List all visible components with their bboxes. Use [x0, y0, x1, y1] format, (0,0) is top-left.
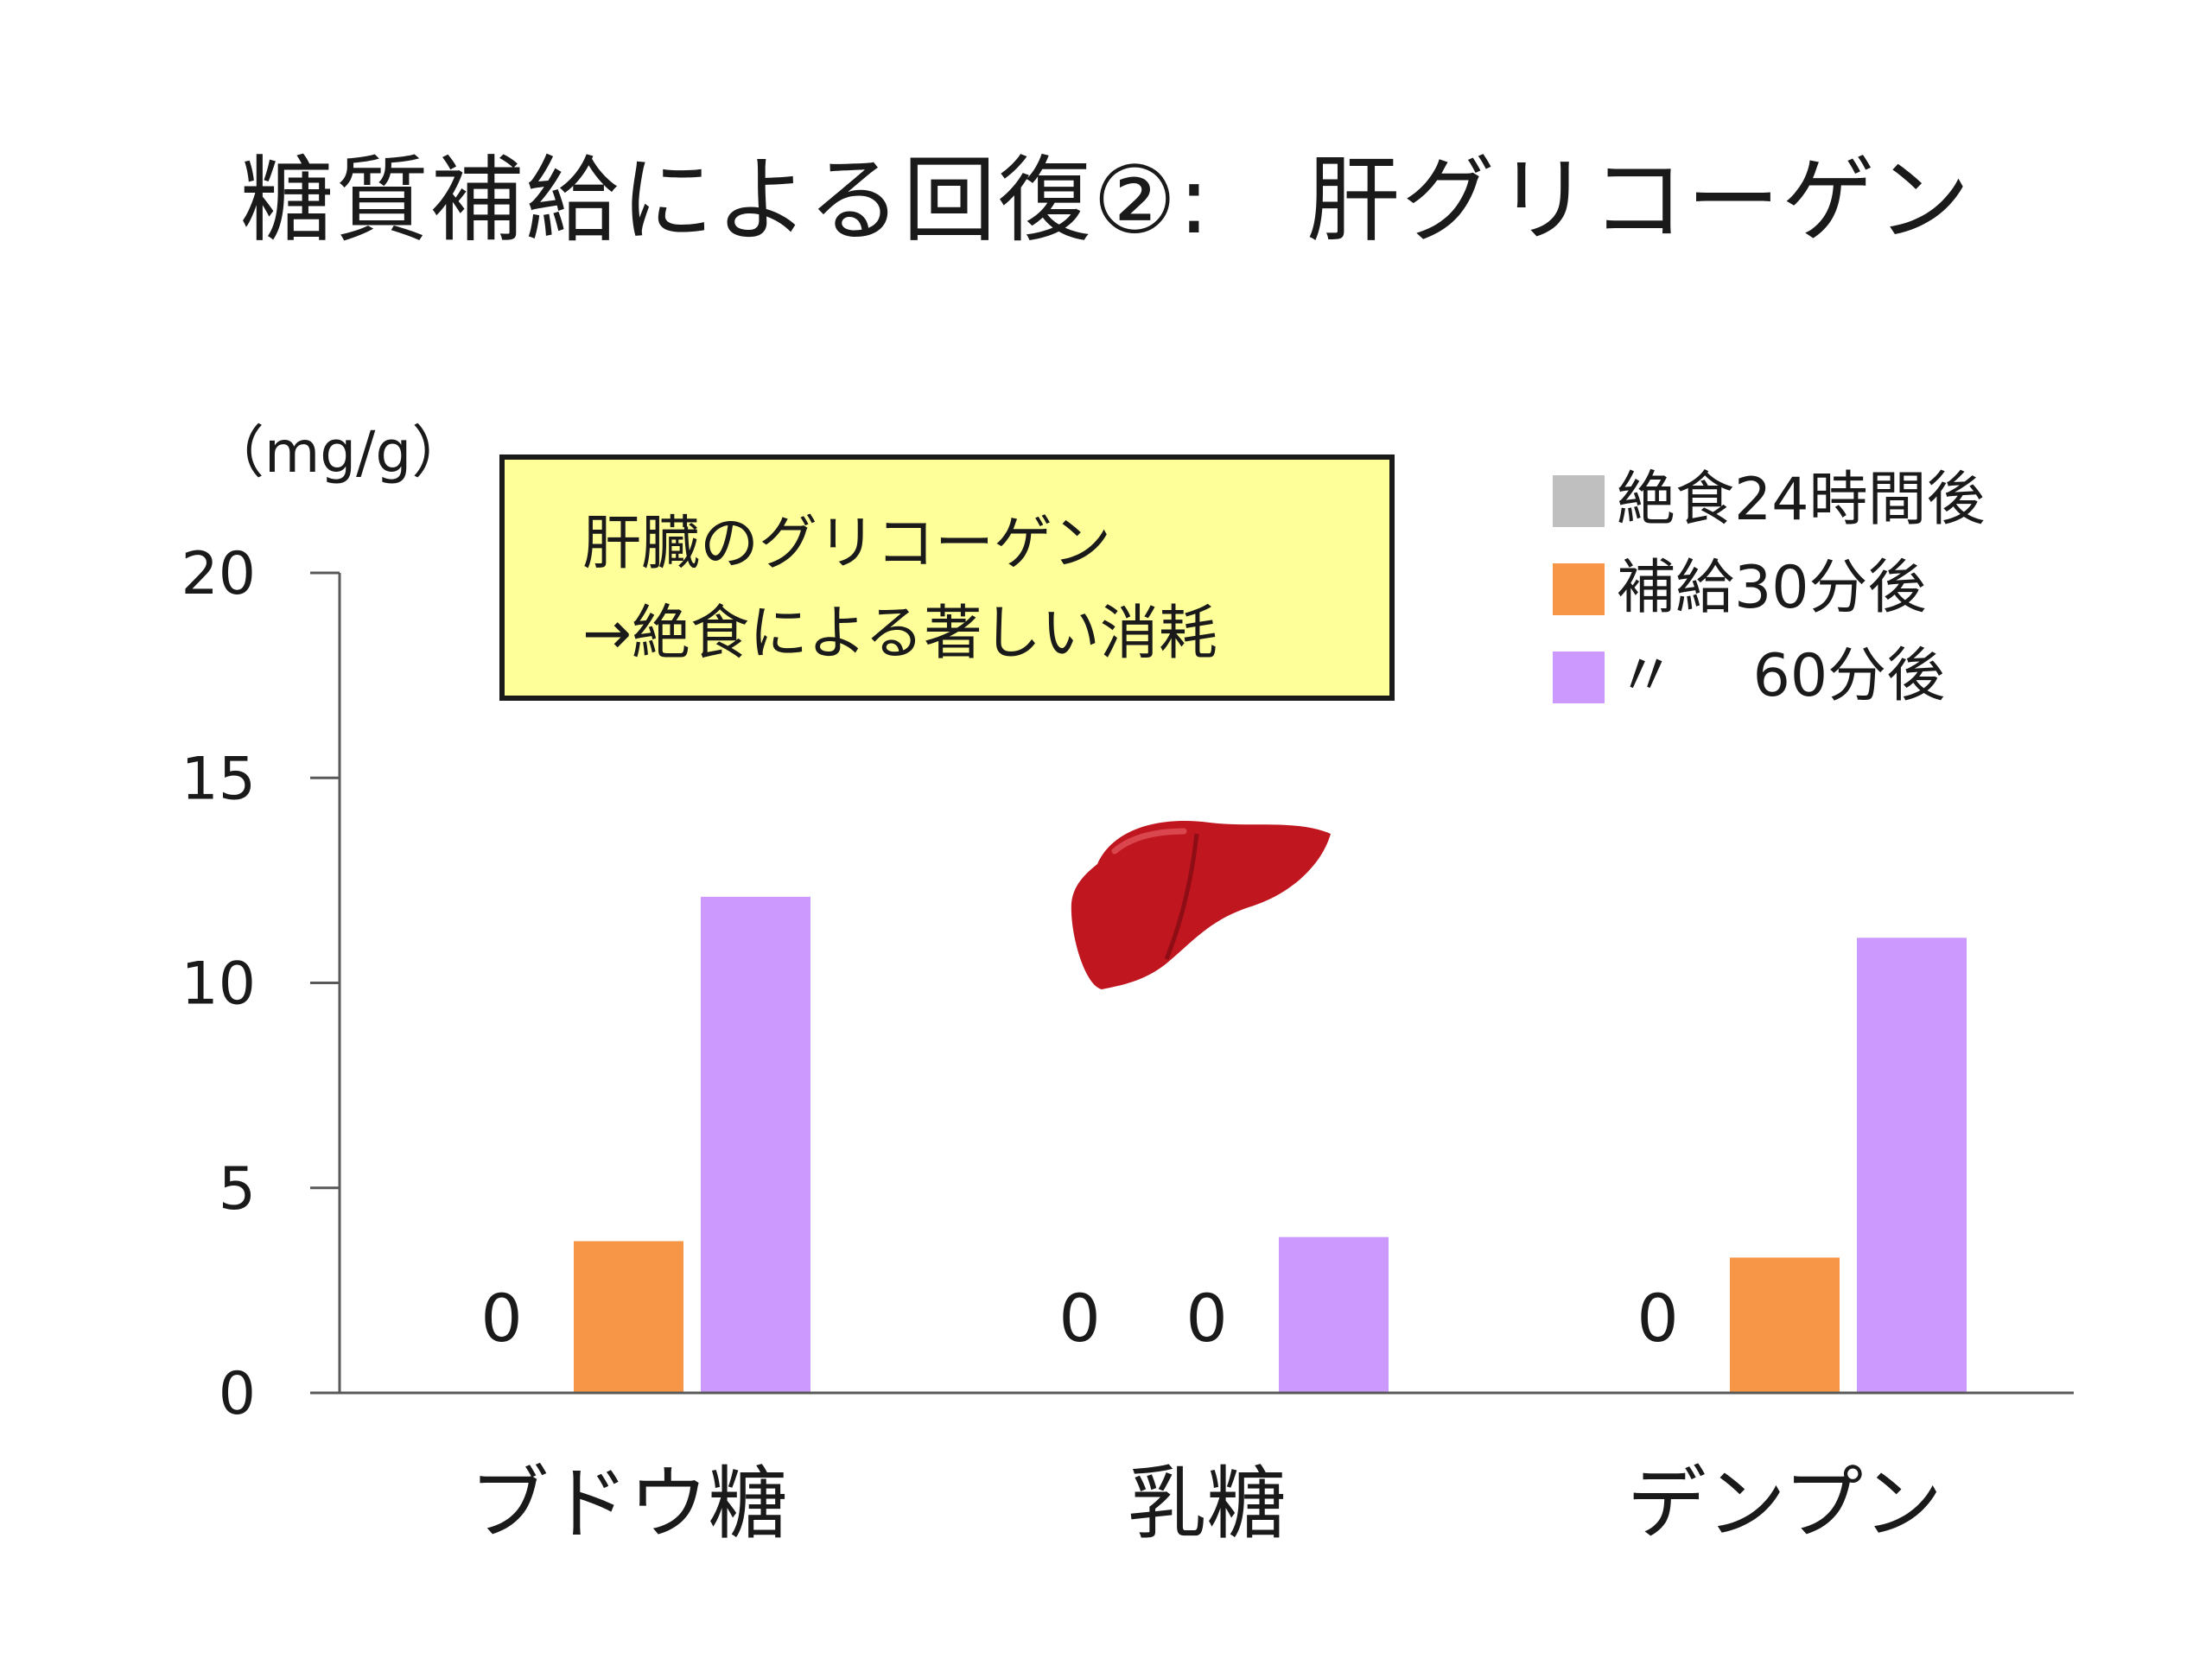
- note-line-1: 肝臓のグリコーゲン: [582, 510, 1112, 578]
- y-tick-label: 20: [181, 540, 256, 608]
- legend-swatch-30min: [1553, 563, 1605, 615]
- y-axis-unit-label: （mg/g）: [207, 419, 469, 486]
- legend-label-60min: 〃 60分後: [1617, 642, 1946, 710]
- bar-data-label: 0: [1185, 1280, 1227, 1357]
- bar-data-label: 0: [1058, 1280, 1100, 1357]
- y-tick-label: 5: [219, 1155, 256, 1224]
- bar-data-labels: 0 0 0 0: [480, 1280, 1678, 1357]
- x-tick-label: デンプン: [1627, 1458, 1942, 1550]
- slide-title: 糖質補給による回復②: 肝グリコーゲン: [240, 147, 1972, 255]
- x-tick-label: ブドウ糖: [469, 1458, 787, 1550]
- legend-label-fasting: 絶食24時間後: [1617, 466, 1986, 534]
- bar-data-label: 0: [1637, 1280, 1678, 1357]
- y-axis-ticks: 0 5 10 15 20: [181, 540, 340, 1428]
- note-line-2: →絶食による著しい消耗: [582, 600, 1217, 668]
- bar-2-1: [1730, 1257, 1840, 1393]
- legend-swatch-fasting: [1553, 475, 1605, 527]
- legend-label-30min: 補給30分後: [1617, 554, 1927, 622]
- liver-icon: [1071, 820, 1331, 989]
- note-box: 肝臓のグリコーゲン →絶食による著しい消耗: [499, 454, 1395, 701]
- bar-1-2: [1279, 1236, 1389, 1393]
- bars: [574, 896, 1967, 1393]
- bar-data-label: 0: [480, 1280, 522, 1357]
- x-axis-labels: ブドウ糖 乳糖 デンプン: [469, 1458, 1942, 1550]
- bar-2-2: [1857, 938, 1967, 1393]
- bar-0-2: [701, 896, 810, 1393]
- y-tick-label: 10: [181, 950, 256, 1019]
- y-tick-label: 0: [219, 1360, 256, 1428]
- x-tick-label: 乳糖: [1127, 1458, 1286, 1550]
- bar-0-1: [574, 1241, 683, 1393]
- y-tick-label: 15: [181, 745, 256, 813]
- legend-swatch-60min: [1553, 652, 1605, 703]
